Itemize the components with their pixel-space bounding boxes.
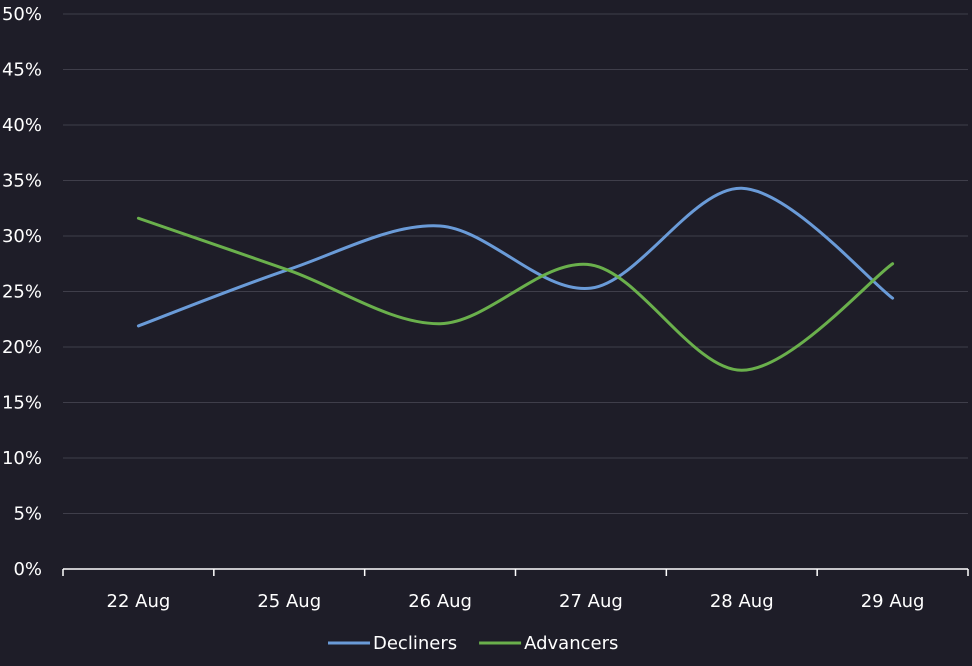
legend: Decliners Advancers — [328, 633, 618, 654]
y-tick-label: 50% — [2, 4, 42, 25]
y-tick-label: 35% — [2, 171, 42, 192]
y-tick-label: 25% — [2, 282, 42, 303]
x-tick-label: 22 Aug — [107, 591, 171, 612]
legend-label: Decliners — [373, 633, 457, 654]
x-tick-label: 27 Aug — [559, 591, 623, 612]
series-lines — [136, 186, 895, 372]
x-axis: 22 Aug 25 Aug 26 Aug 27 Aug 28 Aug 29 Aug — [62, 568, 969, 612]
y-tick-label: 5% — [13, 504, 42, 525]
y-axis-ticks: 0% 5% 10% 15% 20% 25% 30% 35% 40% 45% 50% — [2, 4, 42, 580]
y-tick-label: 40% — [2, 115, 42, 136]
y-tick-label: 0% — [13, 559, 42, 580]
legend-label: Advancers — [524, 633, 618, 654]
y-tick-label: 20% — [2, 337, 42, 358]
series-line-advancers — [136, 216, 895, 372]
gridlines — [63, 13, 968, 514]
y-tick-label: 45% — [2, 60, 42, 81]
y-tick-label: 10% — [2, 448, 42, 469]
y-tick-label: 15% — [2, 393, 42, 414]
x-tick-label: 25 Aug — [257, 591, 321, 612]
y-tick-label: 30% — [2, 226, 42, 247]
series-line-decliners — [136, 186, 895, 328]
x-tick-label: 29 Aug — [861, 591, 925, 612]
x-tick-label: 28 Aug — [710, 591, 774, 612]
x-tick-label: 26 Aug — [408, 591, 472, 612]
